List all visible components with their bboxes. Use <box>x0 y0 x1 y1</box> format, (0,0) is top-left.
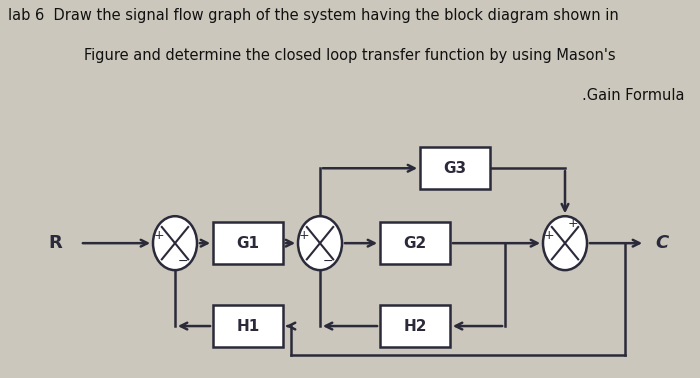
Text: G3: G3 <box>443 161 467 176</box>
Text: lab 6  Draw the signal flow graph of the system having the block diagram shown i: lab 6 Draw the signal flow graph of the … <box>8 8 619 23</box>
Text: G2: G2 <box>403 235 426 251</box>
Text: −: − <box>323 255 333 268</box>
Text: Figure and determine the closed loop transfer function by using Mason's: Figure and determine the closed loop tra… <box>84 48 616 63</box>
Text: +: + <box>154 229 164 242</box>
Text: +: + <box>544 229 554 242</box>
Bar <box>420 147 490 189</box>
Text: H1: H1 <box>237 319 260 333</box>
Text: +: + <box>299 229 309 242</box>
Bar <box>380 305 450 347</box>
Text: +: + <box>568 217 578 230</box>
Ellipse shape <box>543 216 587 270</box>
Bar <box>213 305 283 347</box>
Text: .Gain Formula: .Gain Formula <box>582 88 685 104</box>
Text: R: R <box>48 234 62 252</box>
Ellipse shape <box>153 216 197 270</box>
Text: G1: G1 <box>237 235 260 251</box>
Bar <box>380 222 450 264</box>
Bar <box>213 222 283 264</box>
Text: H2: H2 <box>403 319 427 333</box>
Text: C: C <box>655 234 668 252</box>
Ellipse shape <box>298 216 342 270</box>
Text: −: − <box>178 255 188 268</box>
